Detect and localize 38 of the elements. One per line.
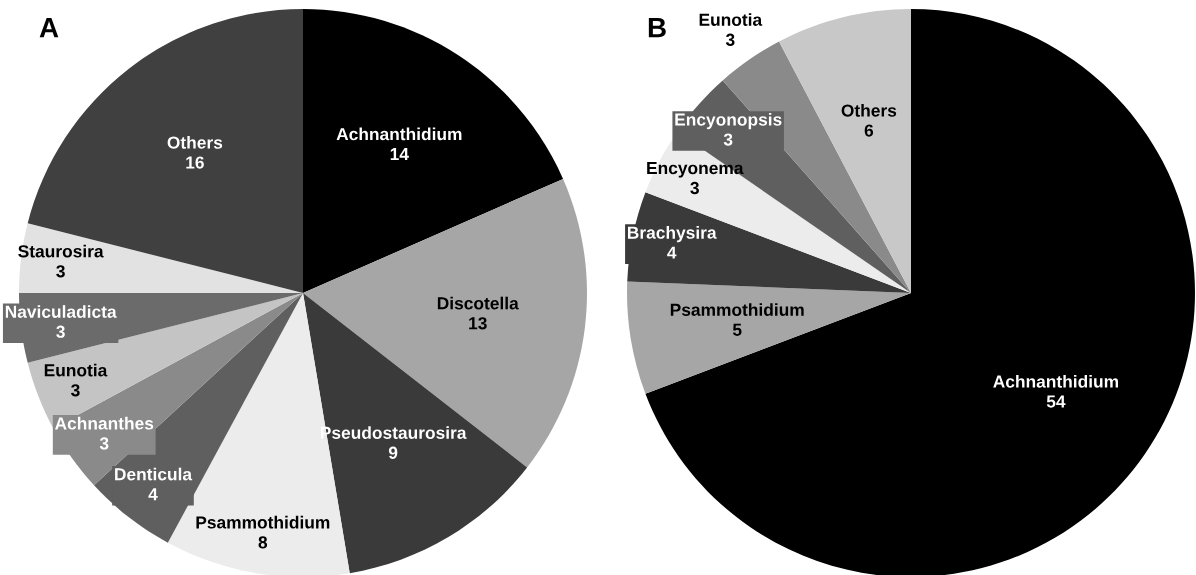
data-label: 8 — [258, 536, 268, 549]
data-label: 3 — [725, 33, 735, 46]
chart-title: A — [39, 18, 59, 38]
slice-label: Eunotia — [699, 13, 763, 26]
data-label: 3 — [690, 181, 699, 195]
slice-label: Denticula — [115, 467, 193, 481]
slice-label: Brachysira — [627, 226, 717, 243]
slice-label: Encyonopsis — [675, 112, 782, 130]
slice-label: Naviculadicta — [5, 305, 117, 318]
data-label: 3 — [99, 437, 109, 450]
data-label: 4 — [667, 246, 677, 259]
slice-label: Discotella — [437, 296, 519, 310]
data-label: 9 — [388, 446, 398, 459]
slice-label: Eunotia — [44, 363, 108, 377]
slice-label: Achnanthidium — [336, 127, 462, 141]
pie-slice — [303, 178, 587, 468]
slice-label: Psammothidium — [670, 303, 804, 316]
slice-label: Others — [167, 135, 223, 149]
data-label: 5 — [732, 323, 742, 336]
data-label: 3 — [723, 133, 733, 146]
pie-slice — [19, 223, 303, 293]
data-label: 16 — [186, 156, 204, 169]
slice-label: Psammothidium — [196, 515, 330, 529]
slice-label: Achnanthes — [54, 416, 154, 430]
pie-slice — [627, 281, 911, 394]
data-label: 3 — [56, 325, 65, 338]
slice-label: Others — [841, 103, 897, 117]
data-label: 3 — [56, 265, 65, 278]
data-label: 13 — [469, 317, 487, 330]
slice-label: Achnanthidium — [993, 374, 1119, 388]
data-label: 14 — [390, 148, 409, 161]
data-label: 54 — [1046, 395, 1066, 408]
pie-slice — [303, 9, 564, 293]
data-label: 6 — [864, 124, 874, 137]
chart-title: B — [648, 18, 666, 38]
data-label: 4 — [148, 488, 158, 501]
slice-label: Staurosira — [18, 244, 104, 258]
data-label: 3 — [71, 384, 80, 397]
